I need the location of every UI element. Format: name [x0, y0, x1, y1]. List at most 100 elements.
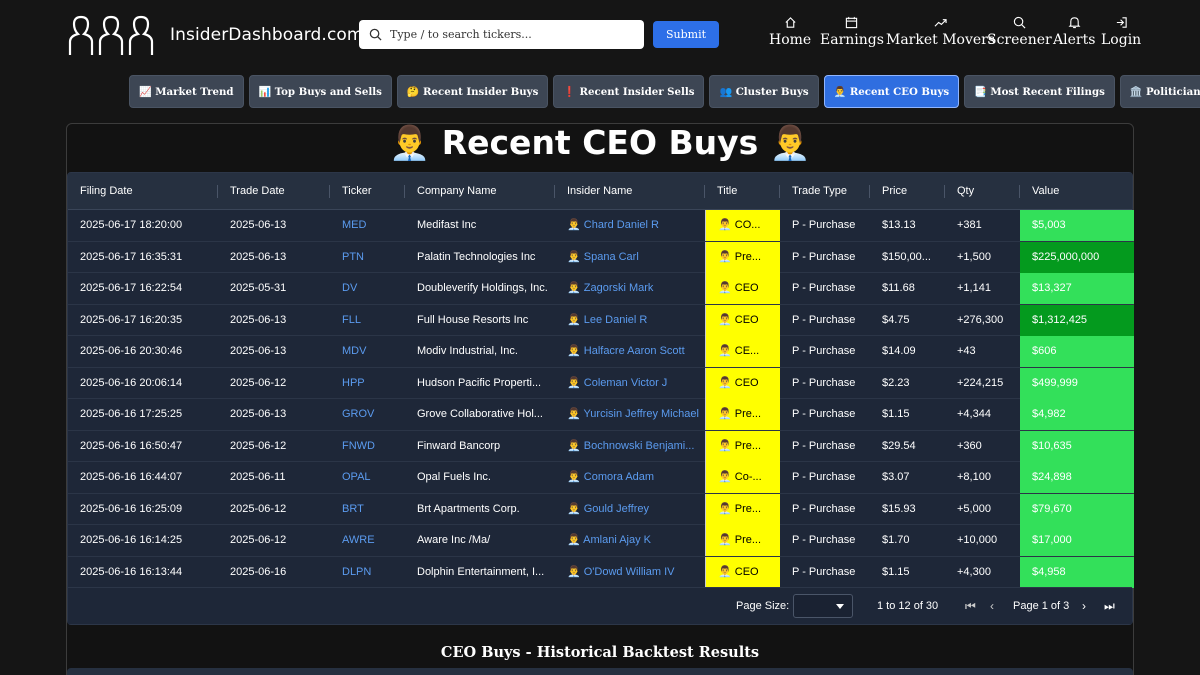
- column-divider[interactable]: [404, 185, 405, 198]
- cell-filing-date: 2025-06-16 16:25:09: [80, 502, 183, 515]
- cell-ticker[interactable]: HPP: [342, 376, 365, 389]
- column-divider[interactable]: [554, 185, 555, 198]
- tab-market-trend[interactable]: 📈 Market Trend: [129, 75, 244, 108]
- tab-politician-trades[interactable]: 🏛️ Politician Trades: [1119, 75, 1200, 108]
- table-row[interactable]: 2025-06-17 18:20:00 2025-06-13 MED Medifast…: [68, 210, 1134, 242]
- table-row[interactable]: 2025-06-16 20:30:46 2025-06-13 MDV Modiv In…: [68, 336, 1134, 368]
- column-divider[interactable]: [869, 185, 870, 198]
- column-divider[interactable]: [704, 185, 705, 198]
- column-header-price[interactable]: Price: [870, 173, 945, 210]
- column-divider[interactable]: [217, 185, 218, 198]
- cell-ticker[interactable]: BRT: [342, 502, 364, 515]
- table-row[interactable]: 2025-06-16 20:06:14 2025-06-12 HPP Hudson P…: [68, 367, 1134, 399]
- tab-top-buys-sells[interactable]: 📊 Top Buys and Sells: [248, 75, 392, 108]
- column-header-trade-date[interactable]: Trade Date: [218, 173, 330, 210]
- cell-insider-name[interactable]: 👨‍💼 Chard Daniel R: [567, 219, 659, 231]
- cell-qty: +276,300: [957, 313, 1004, 326]
- first-page-icon[interactable]: ⏮: [965, 599, 976, 613]
- cell-insider-name[interactable]: 👨‍💼 Halfacre Aaron Scott: [567, 345, 685, 357]
- cell-qty: +4,344: [957, 408, 991, 420]
- column-header-filing-date[interactable]: Filing Date: [68, 173, 218, 210]
- prev-page-icon[interactable]: ‹: [990, 599, 994, 613]
- trend-up-icon: [934, 19, 947, 27]
- tab-recent-insider-sells[interactable]: ❗ Recent Insider Sells: [553, 75, 705, 108]
- column-header-qty[interactable]: Qty: [945, 173, 1020, 210]
- nav-home[interactable]: Home: [769, 16, 811, 48]
- cell-ticker[interactable]: MED: [342, 219, 367, 231]
- cell-value: $225,000,000: [1020, 241, 1134, 273]
- cell-ticker[interactable]: DV: [342, 282, 358, 294]
- table-row[interactable]: 2025-06-16 16:44:07 2025-06-11 OPAL Opal Fu…: [68, 462, 1134, 494]
- table-row[interactable]: 2025-06-16 16:50:47 2025-06-12 FNWD Finward…: [68, 430, 1134, 462]
- cell-filing-date: 2025-06-16 17:25:25: [80, 408, 183, 420]
- cell-insider-name[interactable]: 👨‍💼 Lee Daniel R: [567, 313, 648, 326]
- nav-login[interactable]: Login: [1101, 16, 1141, 48]
- cell-insider-name[interactable]: 👨‍💼 Comora Adam: [567, 471, 655, 483]
- column-header-title[interactable]: Title: [705, 173, 780, 210]
- cell-ticker[interactable]: GROV: [342, 408, 375, 420]
- column-divider[interactable]: [329, 185, 330, 198]
- cell-trade-date: 2025-06-13: [230, 219, 287, 231]
- nav-label: Alerts: [1053, 32, 1096, 48]
- cell-qty: +381: [957, 219, 982, 231]
- cell-filing-date: 2025-06-16 20:06:14: [80, 376, 183, 389]
- last-page-icon[interactable]: ⏭: [1104, 599, 1115, 613]
- page-size-select[interactable]: [793, 594, 853, 618]
- cell-company-name: Dolphin Entertainment, I...: [417, 565, 545, 578]
- brand-name: InsiderDashboard.com: [170, 25, 364, 45]
- tab-recent-insider-buys[interactable]: 🤔 Recent Insider Buys: [396, 75, 549, 108]
- cell-qty: +4,300: [957, 565, 991, 578]
- cell-insider-name[interactable]: 👨‍💼 Gould Jeffrey: [567, 502, 649, 515]
- brand-logo[interactable]: InsiderDashboard.com: [68, 14, 364, 56]
- cell-insider-name[interactable]: 👨‍💼 Bochnowski Benjami...: [567, 439, 695, 452]
- table-row[interactable]: 2025-06-16 17:25:25 2025-06-13 GROV Grove C…: [68, 399, 1134, 431]
- table-row[interactable]: 2025-06-16 16:13:44 2025-06-16 DLPN Dolphin…: [68, 556, 1134, 588]
- cell-qty: +5,000: [957, 502, 991, 515]
- table-row[interactable]: 2025-06-17 16:22:54 2025-05-31 DV Doublever…: [68, 273, 1134, 305]
- column-header-insider-name[interactable]: Insider Name: [555, 173, 705, 210]
- column-header-ticker[interactable]: Ticker: [330, 173, 405, 210]
- cell-ticker[interactable]: FLL: [342, 313, 361, 326]
- cell-ticker[interactable]: DLPN: [342, 565, 372, 578]
- cell-trade-type: P - Purchase: [792, 439, 856, 452]
- column-divider[interactable]: [1019, 185, 1020, 198]
- cell-ticker[interactable]: MDV: [342, 345, 367, 357]
- table-row[interactable]: 2025-06-16 16:14:25 2025-06-12 AWRE Aware I…: [68, 525, 1134, 557]
- column-header-trade-type[interactable]: Trade Type: [780, 173, 870, 210]
- cell-insider-name[interactable]: 👨‍💼 Yurcisin Jeffrey Michael: [567, 408, 699, 420]
- cell-company-name: Palatin Technologies Inc: [417, 250, 536, 263]
- table-row[interactable]: 2025-06-17 16:20:35 2025-06-13 FLL Full Hou…: [68, 304, 1134, 336]
- tab-most-recent-filings[interactable]: 📑 Most Recent Filings: [964, 75, 1115, 108]
- column-divider[interactable]: [944, 185, 945, 198]
- tab-recent-ceo-buys[interactable]: 👨‍💼 Recent CEO Buys: [823, 75, 960, 108]
- tab-cluster-buys[interactable]: 👥 Cluster Buys: [709, 75, 819, 108]
- column-header-company-name[interactable]: Company Name: [405, 173, 555, 210]
- search-input[interactable]: [390, 28, 630, 41]
- cell-ticker[interactable]: OPAL: [342, 471, 371, 483]
- column-header-value[interactable]: Value: [1032, 185, 1060, 197]
- nav-alerts[interactable]: Alerts: [1053, 16, 1095, 48]
- cell-ticker[interactable]: AWRE: [342, 534, 375, 546]
- cell-insider-name[interactable]: 👨‍💼 Coleman Victor J: [567, 376, 668, 389]
- cell-qty: +1,141: [957, 282, 991, 294]
- submit-button[interactable]: Submit: [653, 21, 719, 48]
- cell-insider-name[interactable]: 👨‍💼 Amlani Ajay K: [567, 534, 652, 546]
- cell-company-name: Finward Bancorp: [417, 439, 501, 452]
- nav-earnings[interactable]: Earnings: [820, 16, 884, 48]
- nav-label: Earnings: [820, 32, 884, 48]
- cell-insider-name[interactable]: 👨‍💼 O'Dowd William IV: [567, 565, 675, 578]
- cell-title: 👨‍💼 Pre...: [705, 399, 780, 430]
- cell-ticker[interactable]: FNWD: [342, 439, 375, 452]
- table-row[interactable]: 2025-06-16 16:25:09 2025-06-12 BRT Brt Apar…: [68, 493, 1134, 525]
- cell-value: $10,635: [1020, 430, 1134, 462]
- table-row[interactable]: 2025-06-17 16:35:31 2025-06-13 PTN Palatin …: [68, 241, 1134, 273]
- cell-ticker[interactable]: PTN: [342, 250, 364, 263]
- ticker-search[interactable]: [359, 20, 644, 49]
- nav-screener[interactable]: Screener: [987, 16, 1052, 48]
- cell-insider-name[interactable]: 👨‍💼 Zagorski Mark: [567, 282, 654, 294]
- cell-company-name: Aware Inc /Ma/: [417, 534, 491, 546]
- cell-insider-name[interactable]: 👨‍💼 Spana Carl: [567, 250, 639, 263]
- next-page-icon[interactable]: ›: [1082, 599, 1086, 613]
- column-divider[interactable]: [779, 185, 780, 198]
- nav-market-movers[interactable]: Market Movers: [886, 16, 995, 48]
